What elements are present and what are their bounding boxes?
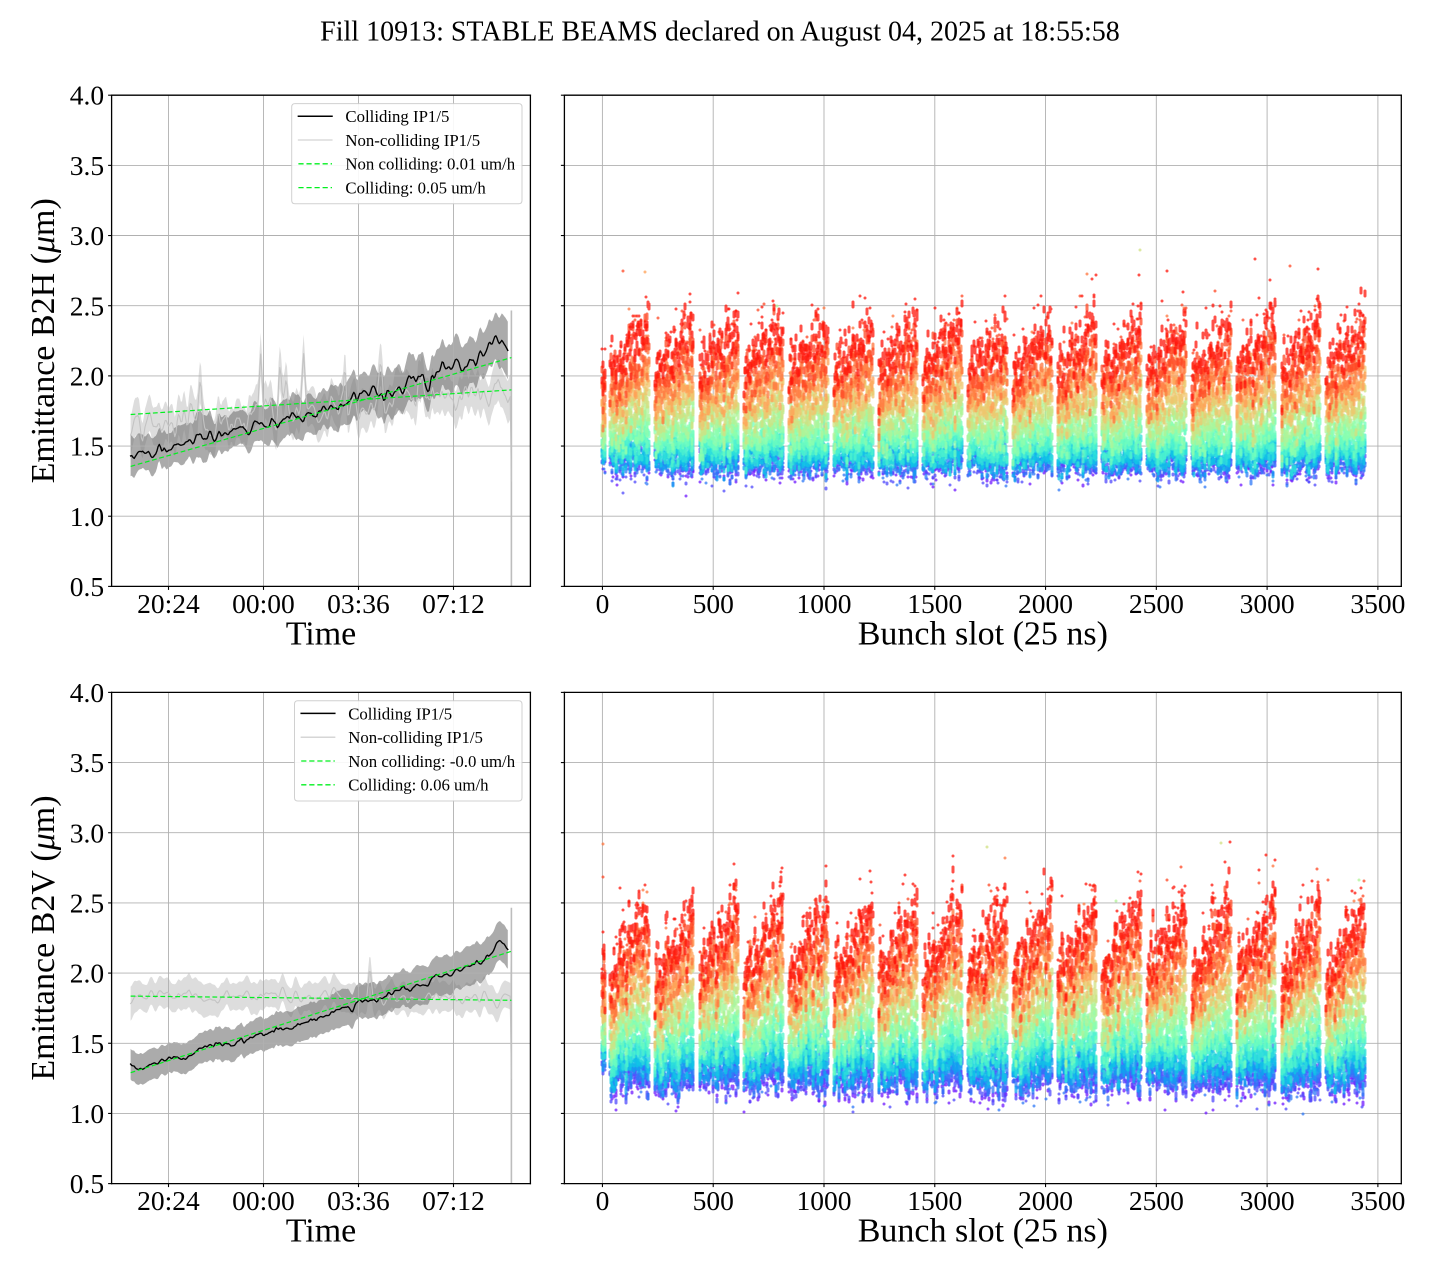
svg-text:3500: 3500 [1350, 1185, 1405, 1216]
svg-text:4.0: 4.0 [70, 677, 104, 708]
svg-text:1000: 1000 [796, 1185, 851, 1216]
svg-text:2.5: 2.5 [70, 290, 104, 321]
svg-text:3.5: 3.5 [70, 150, 104, 181]
svg-text:0.5: 0.5 [70, 1168, 104, 1199]
svg-text:Fill 10913: STABLE BEAMS decla: Fill 10913: STABLE BEAMS declared on Aug… [320, 16, 1120, 47]
svg-text:Colliding IP1/5: Colliding IP1/5 [348, 704, 452, 723]
svg-text:20:24: 20:24 [137, 1185, 200, 1216]
svg-text:2500: 2500 [1129, 588, 1184, 619]
svg-text:1.0: 1.0 [70, 501, 104, 532]
svg-text:Non-colliding IP1/5: Non-colliding IP1/5 [345, 131, 480, 150]
svg-text:E m i t: E m i t t a n c e B 2 V ( m ) μ [25, 791, 62, 1080]
svg-text:2.0: 2.0 [70, 360, 104, 391]
svg-text:00:00: 00:00 [232, 588, 295, 619]
svg-text:3000: 3000 [1240, 588, 1295, 619]
svg-text:07:12: 07:12 [422, 588, 485, 619]
svg-text:3500: 3500 [1350, 588, 1405, 619]
svg-text:03:36: 03:36 [327, 588, 390, 619]
svg-text:1.5: 1.5 [70, 1028, 104, 1059]
svg-text:E m i t: E m i t t a n c e B 2 H ( m ) μ [25, 194, 62, 483]
svg-text:Non colliding: 0.01 um/h: Non colliding: 0.01 um/h [345, 155, 515, 174]
svg-text:0: 0 [596, 588, 610, 619]
svg-text:Colliding: 0.05 um/h: Colliding: 0.05 um/h [345, 178, 486, 197]
svg-text:0: 0 [596, 1185, 610, 1216]
svg-text:3.0: 3.0 [70, 220, 104, 251]
svg-text:Time: Time [286, 1213, 357, 1250]
svg-text:2000: 2000 [1018, 588, 1073, 619]
svg-text:2500: 2500 [1129, 1185, 1184, 1216]
svg-text:03:36: 03:36 [327, 1185, 390, 1216]
svg-text:0.5: 0.5 [70, 571, 104, 602]
svg-text:1.5: 1.5 [70, 431, 104, 462]
svg-text:500: 500 [693, 588, 734, 619]
svg-text:1500: 1500 [907, 588, 962, 619]
svg-text:1.0: 1.0 [70, 1098, 104, 1129]
svg-text:Bunch slot (25 ns): Bunch slot (25 ns) [858, 1213, 1108, 1250]
svg-text:Colliding IP1/5: Colliding IP1/5 [345, 107, 449, 126]
svg-text:1000: 1000 [796, 588, 851, 619]
svg-text:3000: 3000 [1240, 1185, 1295, 1216]
svg-text:3.0: 3.0 [70, 817, 104, 848]
svg-text:00:00: 00:00 [232, 1185, 295, 1216]
svg-text:20:24: 20:24 [137, 588, 200, 619]
svg-text:Bunch slot (25 ns): Bunch slot (25 ns) [858, 615, 1108, 652]
svg-text:2.0: 2.0 [70, 958, 104, 989]
svg-text:Time: Time [286, 615, 357, 652]
svg-text:Colliding: 0.06 um/h: Colliding: 0.06 um/h [348, 776, 489, 795]
svg-text:2000: 2000 [1018, 1185, 1073, 1216]
svg-text:3.5: 3.5 [70, 747, 104, 778]
svg-text:4.0: 4.0 [70, 80, 104, 111]
svg-text:Non-colliding IP1/5: Non-colliding IP1/5 [348, 728, 483, 747]
svg-text:2.5: 2.5 [70, 887, 104, 918]
svg-text:1500: 1500 [907, 1185, 962, 1216]
svg-text:Non colliding: -0.0 um/h: Non colliding: -0.0 um/h [348, 752, 515, 771]
svg-text:07:12: 07:12 [422, 1185, 485, 1216]
svg-text:500: 500 [693, 1185, 734, 1216]
